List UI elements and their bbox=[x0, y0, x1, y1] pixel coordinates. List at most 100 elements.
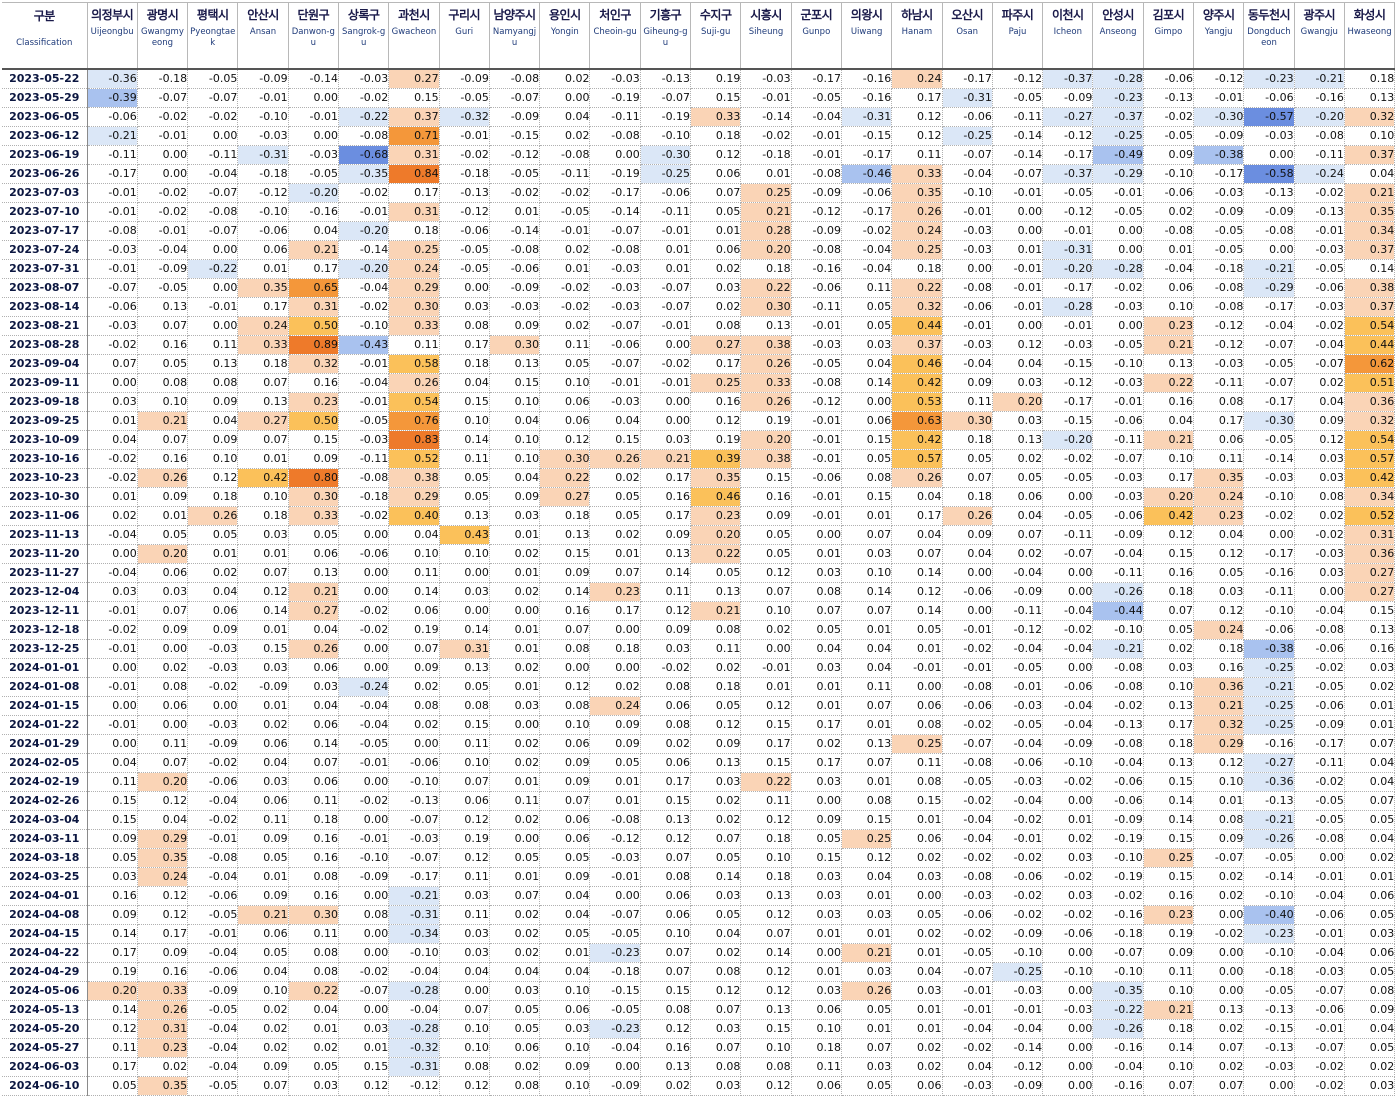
table-cell[interactable]: 0.03 bbox=[992, 411, 1044, 431]
table-cell[interactable]: -0.01 bbox=[992, 297, 1044, 317]
table-cell[interactable]: -0.05 bbox=[992, 715, 1044, 735]
table-cell[interactable]: 0.07 bbox=[87, 354, 138, 374]
table-cell[interactable]: -0.14 bbox=[992, 1038, 1044, 1058]
table-cell[interactable]: 0.06 bbox=[891, 1076, 943, 1096]
table-cell[interactable]: 0.03 bbox=[87, 392, 138, 412]
table-cell[interactable]: 0.08 bbox=[841, 468, 893, 488]
table-cell[interactable]: -0.03 bbox=[791, 335, 842, 355]
table-cell[interactable]: -0.12 bbox=[791, 202, 842, 222]
table-cell[interactable]: 0.21 bbox=[1344, 183, 1396, 203]
table-cell[interactable]: -0.30 bbox=[640, 145, 692, 165]
table-cell[interactable]: 0.03 bbox=[791, 905, 842, 925]
table-cell[interactable]: 0.38 bbox=[1344, 278, 1396, 298]
table-cell[interactable]: -0.13 bbox=[1243, 1038, 1295, 1058]
table-cell[interactable]: 0.26 bbox=[891, 468, 943, 488]
table-cell[interactable]: 0.24 bbox=[589, 696, 641, 716]
table-cell[interactable]: -0.12 bbox=[992, 68, 1044, 89]
table-cell[interactable]: -0.08 bbox=[87, 221, 138, 241]
table-cell[interactable]: -0.07 bbox=[1193, 848, 1245, 868]
table-cell[interactable]: -0.18 bbox=[1092, 924, 1144, 944]
table-cell[interactable]: 0.05 bbox=[841, 297, 893, 317]
table-cell[interactable]: -0.12 bbox=[388, 1076, 440, 1096]
table-cell[interactable]: 0.07 bbox=[690, 1000, 742, 1020]
column-header-anseong[interactable]: 안성시 Anseong bbox=[1092, 2, 1144, 69]
table-cell[interactable]: 0.01 bbox=[589, 791, 641, 811]
table-cell[interactable]: 0.09 bbox=[489, 316, 541, 336]
table-cell[interactable]: 0.00 bbox=[1243, 525, 1295, 545]
table-cell[interactable]: 0.15 bbox=[237, 639, 289, 659]
table-cell[interactable]: 0.04 bbox=[237, 753, 289, 773]
table-cell[interactable]: 0.02 bbox=[1294, 506, 1345, 526]
table-cell[interactable]: 0.07 bbox=[1344, 734, 1396, 754]
table-cell[interactable]: 0.07 bbox=[137, 430, 189, 450]
table-cell[interactable]: 0.07 bbox=[1193, 1038, 1245, 1058]
table-cell[interactable]: -0.30 bbox=[1243, 411, 1295, 431]
table-cell[interactable]: -0.07 bbox=[87, 278, 138, 298]
table-cell[interactable]: -0.17 bbox=[1042, 392, 1094, 412]
table-cell[interactable]: 0.00 bbox=[338, 1000, 390, 1020]
table-cell[interactable]: 0.46 bbox=[891, 354, 943, 374]
table-cell[interactable]: 0.08 bbox=[288, 943, 339, 963]
table-cell[interactable]: -0.03 bbox=[1243, 126, 1295, 146]
table-cell[interactable]: -0.11 bbox=[1294, 145, 1345, 165]
table-cell[interactable]: -0.05 bbox=[1143, 126, 1195, 146]
table-cell[interactable]: 0.04 bbox=[288, 221, 339, 241]
table-cell[interactable]: -0.11 bbox=[187, 145, 239, 165]
table-cell[interactable]: 0.04 bbox=[690, 924, 742, 944]
table-cell[interactable]: 0.02 bbox=[489, 943, 541, 963]
table-cell[interactable]: 0.12 bbox=[539, 677, 591, 697]
table-cell[interactable]: 0.03 bbox=[489, 506, 541, 526]
table-cell[interactable]: 0.03 bbox=[690, 1019, 742, 1039]
table-cell[interactable]: 0.07 bbox=[1143, 1076, 1195, 1096]
table-cell[interactable]: 0.12 bbox=[439, 1076, 490, 1096]
table-cell[interactable]: 0.18 bbox=[740, 829, 792, 849]
table-cell[interactable]: 0.01 bbox=[87, 487, 138, 507]
table-cell[interactable]: -0.14 bbox=[288, 68, 339, 89]
table-cell[interactable]: 0.05 bbox=[942, 449, 993, 469]
table-cell[interactable]: -0.23 bbox=[589, 1019, 641, 1039]
table-cell[interactable]: -0.02 bbox=[992, 848, 1044, 868]
table-cell[interactable]: -0.01 bbox=[791, 316, 842, 336]
table-cell[interactable]: 0.00 bbox=[288, 88, 339, 108]
table-cell[interactable]: 0.89 bbox=[288, 335, 339, 355]
table-cell[interactable]: -0.18 bbox=[439, 164, 490, 184]
table-cell[interactable]: -0.05 bbox=[1193, 240, 1245, 260]
table-cell[interactable]: 0.06 bbox=[288, 658, 339, 678]
table-cell[interactable]: -0.12 bbox=[1193, 68, 1245, 89]
table-cell[interactable]: 0.07 bbox=[640, 943, 692, 963]
table-cell[interactable]: 0.09 bbox=[187, 392, 239, 412]
table-cell[interactable]: 0.20 bbox=[1143, 487, 1195, 507]
table-cell[interactable]: -0.17 bbox=[1243, 297, 1295, 317]
table-cell[interactable]: -0.08 bbox=[539, 145, 591, 165]
row-date[interactable]: 2023-09-25 bbox=[2, 411, 88, 431]
table-cell[interactable]: -0.01 bbox=[137, 126, 189, 146]
table-cell[interactable]: 0.16 bbox=[690, 392, 742, 412]
table-cell[interactable]: 0.18 bbox=[237, 354, 289, 374]
table-cell[interactable]: -0.01 bbox=[791, 487, 842, 507]
table-cell[interactable]: 0.01 bbox=[740, 677, 792, 697]
table-cell[interactable]: -0.03 bbox=[338, 68, 390, 89]
table-cell[interactable]: 0.04 bbox=[489, 411, 541, 431]
table-cell[interactable]: 0.02 bbox=[137, 658, 189, 678]
table-cell[interactable]: -0.03 bbox=[589, 278, 641, 298]
table-cell[interactable]: -0.23 bbox=[1243, 68, 1295, 89]
table-cell[interactable]: 0.02 bbox=[539, 126, 591, 146]
table-cell[interactable]: 0.24 bbox=[891, 221, 943, 241]
table-cell[interactable]: 0.05 bbox=[237, 848, 289, 868]
table-cell[interactable]: -0.05 bbox=[1042, 183, 1094, 203]
table-cell[interactable]: -0.11 bbox=[640, 202, 692, 222]
table-cell[interactable]: 0.04 bbox=[439, 373, 490, 393]
table-cell[interactable]: -0.02 bbox=[539, 183, 591, 203]
row-date[interactable]: 2024-04-08 bbox=[2, 905, 88, 925]
table-cell[interactable]: 0.11 bbox=[690, 639, 742, 659]
table-cell[interactable]: 0.14 bbox=[87, 1000, 138, 1020]
table-cell[interactable]: 0.03 bbox=[137, 582, 189, 602]
table-cell[interactable]: 0.02 bbox=[489, 544, 541, 564]
table-cell[interactable]: 0.03 bbox=[1344, 924, 1396, 944]
table-cell[interactable]: 0.21 bbox=[1143, 430, 1195, 450]
table-cell[interactable]: -0.01 bbox=[1193, 88, 1245, 108]
table-cell[interactable]: 0.20 bbox=[690, 525, 742, 545]
table-cell[interactable]: 0.00 bbox=[288, 126, 339, 146]
table-cell[interactable]: 0.32 bbox=[1344, 411, 1396, 431]
table-cell[interactable]: 0.10 bbox=[1143, 449, 1195, 469]
